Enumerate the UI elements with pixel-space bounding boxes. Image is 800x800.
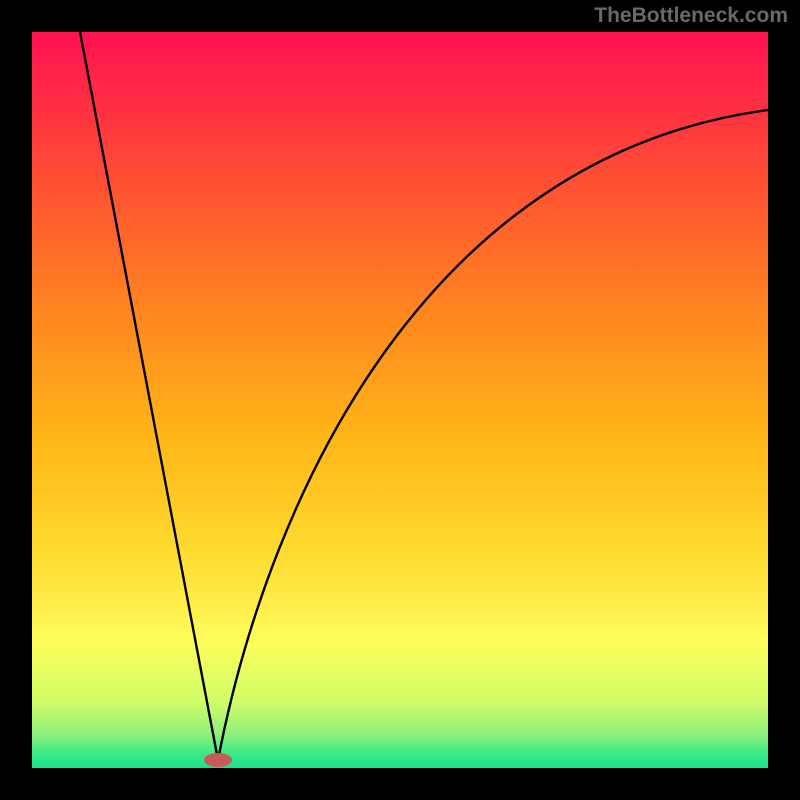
plot-area [32, 32, 768, 768]
minimum-marker [204, 753, 232, 767]
bottleneck-chart: TheBottleneck.com [0, 0, 800, 800]
chart-svg [0, 0, 800, 800]
watermark-text: TheBottleneck.com [594, 4, 788, 28]
